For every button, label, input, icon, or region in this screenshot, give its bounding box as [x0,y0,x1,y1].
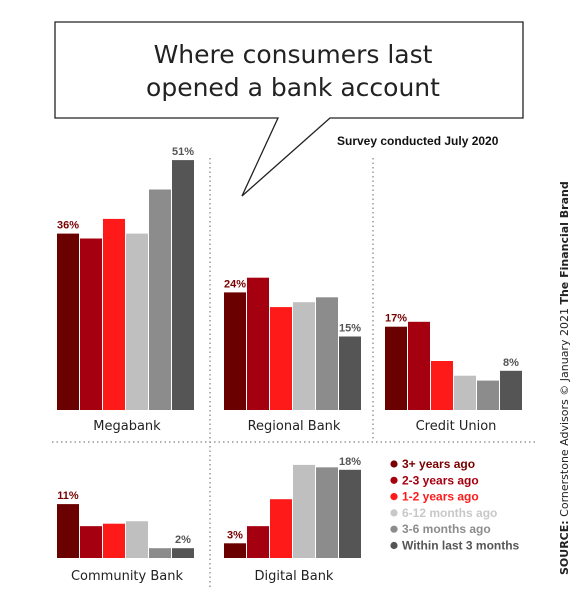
bar-community-bank-5 [149,548,171,558]
legend-label-2: 2-3 years ago [402,473,479,487]
bars-layer: 36% 51% 24% 15% 17% 8% 11% 2% 3% 18% [57,146,522,558]
bar-megabank-2 [80,238,102,410]
bar-digital-bank-1 [224,543,246,558]
value-label-community-bank-1: 11% [57,490,79,502]
bar-credit-union-2 [408,321,430,410]
chart-subtitle: Survey conducted July 2020 [337,134,499,148]
category-label-megabank: Megabank [93,419,161,434]
bar-regional-bank-4 [293,302,315,410]
bar-community-bank-2 [80,526,102,558]
bar-digital-bank-5 [316,467,338,558]
legend-label-5: 3-6 months ago [402,522,491,536]
bar-regional-bank-1 [224,292,246,410]
bar-community-bank-1 [57,504,79,558]
value-label-regional-bank-6: 15% [339,323,361,335]
legend-marker-5 [390,525,398,533]
source-note: SOURCE: Cornerstone Advisors © January 2… [558,181,571,575]
bar-megabank-3 [103,218,125,410]
legend-label-6: Within last 3 months [402,539,520,553]
legend-marker-2 [390,476,398,484]
category-label-credit-union: Credit Union [416,419,497,434]
legend-marker-4 [390,509,398,517]
bar-credit-union-6 [500,370,522,410]
bar-regional-bank-3 [270,307,292,410]
value-label-community-bank-6: 2% [175,534,191,546]
category-label-regional-bank: Regional Bank [248,419,341,434]
source-label: SOURCE: [558,520,571,575]
bar-digital-bank-4 [293,464,315,558]
bar-digital-bank-3 [270,499,292,558]
legend-label-1: 3+ years ago [402,457,475,471]
value-label-regional-bank-1: 24% [224,278,246,290]
bar-regional-bank-2 [247,277,269,410]
legend-label-3: 1-2 years ago [402,490,479,504]
bar-credit-union-3 [431,361,453,410]
bar-community-bank-3 [103,523,125,558]
category-label-community-bank: Community Bank [71,569,183,584]
bar-megabank-6 [172,160,194,410]
legend: 3+ years ago 2-3 years ago 1-2 years ago 6-… [390,457,520,553]
title-bubble [54,21,524,197]
value-label-digital-bank-1: 3% [227,529,243,541]
source-brand: The Financial Brand [558,181,571,304]
chart-title-line-1: Where consumers last [154,40,433,69]
legend-marker-3 [390,493,398,501]
value-label-digital-bank-6: 18% [339,456,361,468]
bar-community-bank-6 [172,548,194,558]
chart-title-line-2: opened a bank account [146,73,440,102]
bar-megabank-1 [57,233,79,410]
bar-digital-bank-6 [339,469,361,558]
value-label-credit-union-6: 8% [503,357,519,369]
bar-credit-union-1 [385,326,407,410]
legend-label-4: 6-12 months ago [402,506,497,520]
bar-megabank-4 [126,233,148,410]
bar-digital-bank-2 [247,526,269,558]
bar-megabank-5 [149,189,171,410]
source-text: Cornerstone Advisors © January 2021 [558,305,571,521]
legend-marker-1 [390,460,398,468]
bar-credit-union-4 [454,375,476,410]
legend-marker-6 [390,541,398,550]
bar-regional-bank-5 [316,297,338,410]
value-label-credit-union-1: 17% [385,313,407,325]
bar-credit-union-5 [477,380,499,410]
value-label-megabank-6: 51% [172,146,194,158]
value-label-megabank-1: 36% [57,220,79,232]
category-label-digital-bank: Digital Bank [255,569,334,584]
bar-community-bank-4 [126,521,148,558]
bar-regional-bank-6 [339,336,361,410]
